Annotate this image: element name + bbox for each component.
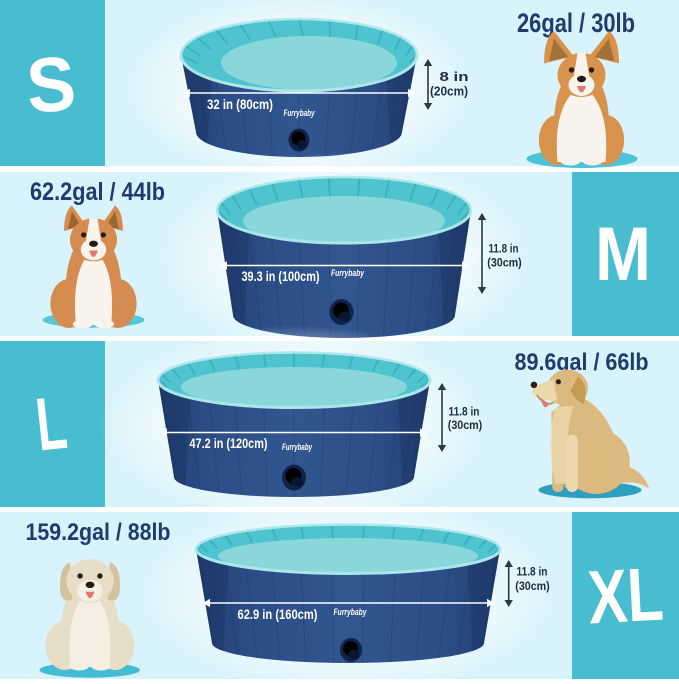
svg-text:32 in (80cm): 32 in (80cm) <box>207 97 273 112</box>
svg-text:8 in: 8 in <box>440 69 469 84</box>
svg-text:26gal / 30lb: 26gal / 30lb <box>517 8 635 38</box>
svg-text:Furrybaby: Furrybaby <box>334 607 368 617</box>
svg-text:(30cm): (30cm) <box>448 418 483 432</box>
svg-text:11.8 in: 11.8 in <box>489 242 519 256</box>
svg-text:XL: XL <box>586 552 665 640</box>
svg-text:159.2gal / 88lb: 159.2gal / 88lb <box>26 519 171 546</box>
svg-text:62.2gal / 44lb: 62.2gal / 44lb <box>30 178 165 206</box>
svg-text:39.3 in (100cm): 39.3 in (100cm) <box>242 269 320 284</box>
svg-text:11.8 in: 11.8 in <box>449 405 480 419</box>
svg-text:Furrybaby: Furrybaby <box>282 442 313 452</box>
svg-text:47.2 in (120cm): 47.2 in (120cm) <box>190 436 268 451</box>
svg-text:S: S <box>24 40 79 129</box>
svg-text:M: M <box>595 212 651 297</box>
svg-text:11.8 in: 11.8 in <box>517 565 548 579</box>
svg-text:Furrybaby: Furrybaby <box>284 108 316 118</box>
svg-text:89.6gal / 66lb: 89.6gal / 66lb <box>515 349 649 376</box>
svg-text:(30cm): (30cm) <box>487 256 522 270</box>
svg-text:62.9 in (160cm): 62.9 in (160cm) <box>238 607 318 622</box>
svg-text:(30cm): (30cm) <box>515 579 550 593</box>
svg-text:(20cm): (20cm) <box>430 84 468 99</box>
svg-text:Furrybaby: Furrybaby <box>331 268 365 278</box>
